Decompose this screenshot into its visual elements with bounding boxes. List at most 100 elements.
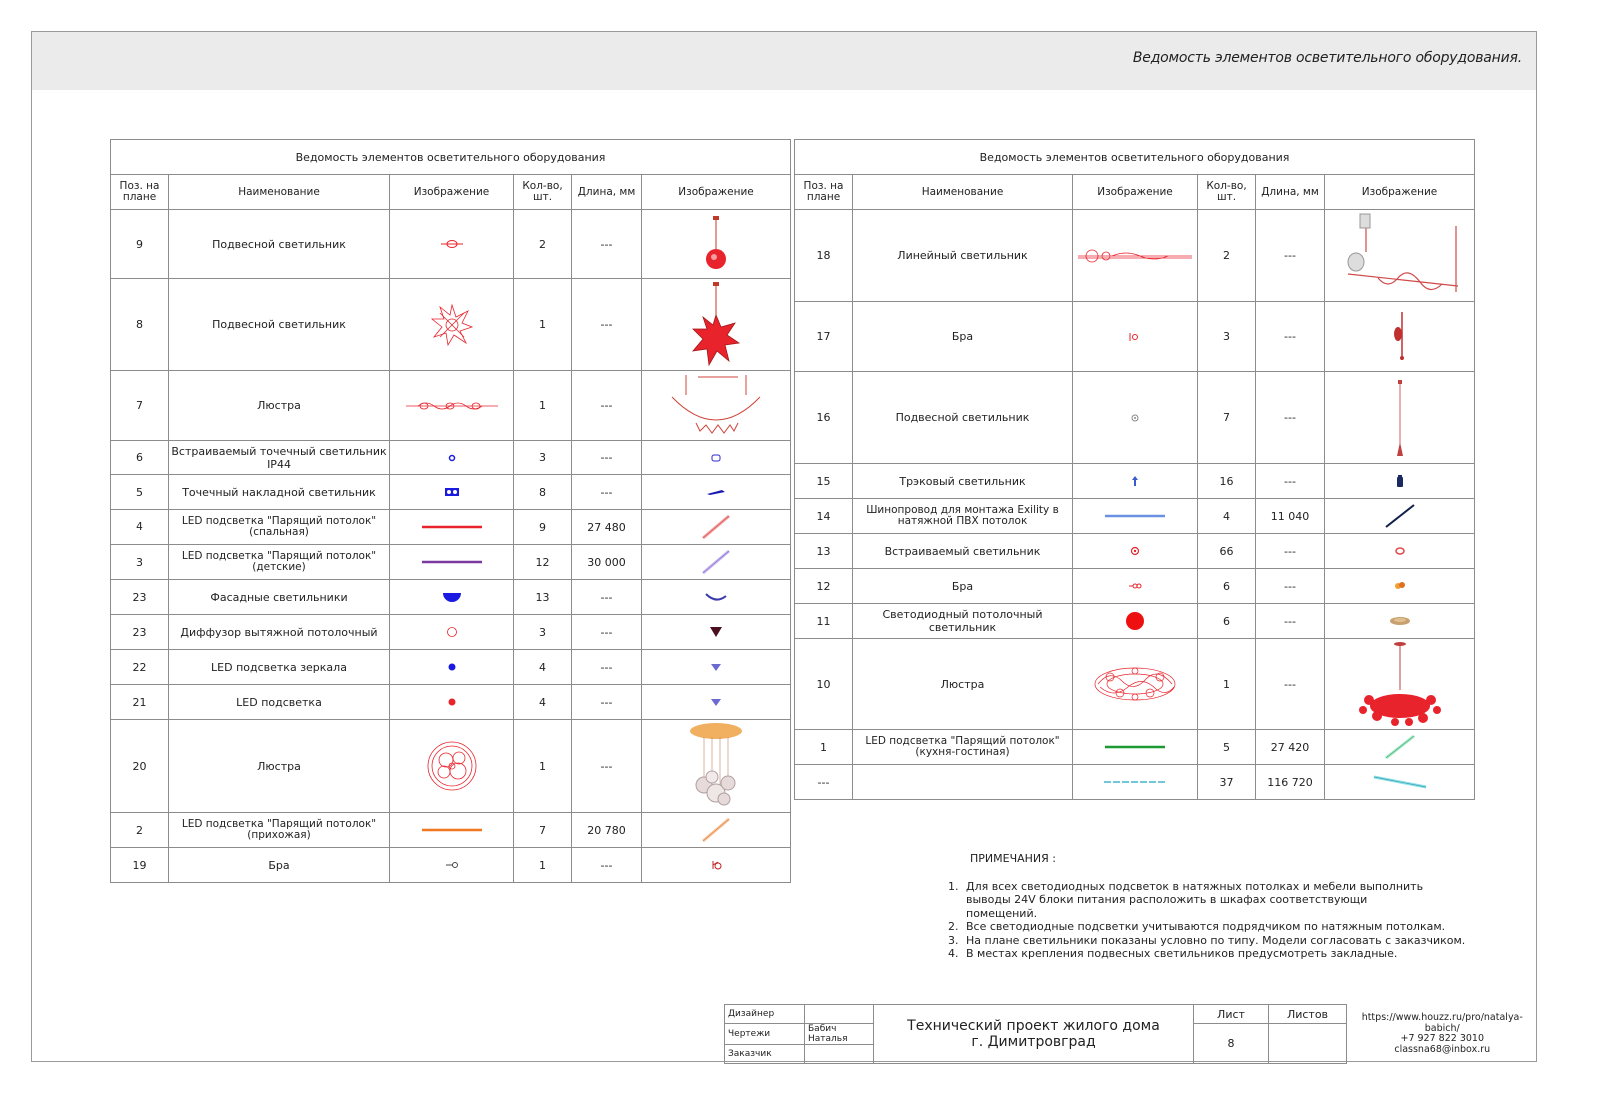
row-pos: 11	[794, 603, 853, 639]
track-light-icon	[1396, 475, 1403, 487]
row-length: ---	[1255, 301, 1325, 372]
table-row: 4 LED подсветка "Парящий потолок" (спаль…	[110, 509, 792, 545]
sconce-double-plan-icon	[1129, 583, 1142, 589]
track-rail-icon	[1384, 504, 1415, 528]
row-pos: 19	[110, 847, 169, 883]
red-line-icon	[421, 525, 482, 529]
table-row: 3 LED подсветка "Парящий потолок" (детск…	[110, 544, 792, 580]
table-row: 17 Бра 3 ---	[794, 301, 1476, 372]
row-pos: 10	[794, 638, 853, 730]
row-pos: 21	[110, 684, 169, 720]
sconce-photo-icon	[712, 861, 722, 870]
row-qty: 1	[513, 370, 572, 441]
row-length: ---	[1255, 209, 1325, 302]
row-length: 11 040	[1255, 498, 1325, 534]
note-item: На плане светильники показаны условно по…	[962, 934, 1465, 948]
row-length: ---	[571, 614, 642, 650]
cyan-dashed-line-icon	[1104, 781, 1166, 783]
big-red-dot-icon	[1126, 612, 1144, 630]
row-pos: 14	[794, 498, 853, 534]
col-image: Изображение	[389, 174, 514, 210]
bubble-chandelier-icon	[690, 723, 743, 806]
row-qty: 8	[513, 474, 572, 510]
notes: ПРИМЕЧАНИЯ : Для всех светодиодных подсв…	[940, 852, 1465, 961]
sconce-plan-icon	[445, 862, 458, 868]
cyan-strip-icon	[1373, 775, 1426, 789]
diffuser-icon	[710, 627, 723, 637]
client-label: Заказчик	[724, 1044, 805, 1064]
row-qty: 7	[1197, 371, 1256, 464]
wall-sconce-photo-icon	[1393, 311, 1404, 360]
row-qty: 2	[513, 209, 572, 279]
red-star-pendant-icon	[692, 281, 741, 366]
row-pos: 22	[110, 649, 169, 685]
table-row: 12 Бра 6 ---	[794, 568, 1476, 604]
table-row-total: --- 37 116 720	[794, 764, 1476, 800]
row-name: Люстра	[168, 719, 390, 813]
row-qty: 16	[1197, 463, 1256, 499]
row-pos: 17	[794, 301, 853, 372]
spot-ip44-icon	[711, 454, 721, 461]
linear-lamp-photo-icon	[1347, 213, 1458, 292]
row-pos: 23	[110, 614, 169, 650]
row-name: Светодиодный потолочный светильник	[852, 603, 1073, 639]
col-pos: Поз. на плане	[794, 174, 853, 210]
row-name: Фасадные светильники	[168, 579, 390, 615]
table-row: 10 Люстра 1 ---	[794, 638, 1476, 730]
row-length: 116 720	[1255, 764, 1325, 800]
table-row: 22 LED подсветка зеркала 4 ---	[110, 649, 792, 685]
row-qty: 13	[513, 579, 572, 615]
row-name: LED подсветка	[168, 684, 390, 720]
mirror-led-icon	[711, 664, 722, 671]
row-qty: 37	[1197, 764, 1256, 800]
row-name: LED подсветка зеркала	[168, 649, 390, 685]
sheet-title: Ведомость элементов осветительного обору…	[1132, 50, 1522, 66]
green-line-icon	[1105, 745, 1165, 749]
row-qty: 4	[513, 649, 572, 685]
row-qty: 2	[1197, 209, 1256, 302]
sheets-label: Листов	[1268, 1004, 1347, 1024]
star-chandelier-plan-icon	[430, 302, 473, 346]
row-length: ---	[571, 847, 642, 883]
row-length: 27 480	[571, 509, 642, 545]
ceiling-disc-icon	[1389, 617, 1410, 625]
col-length: Длина, мм	[1255, 174, 1325, 210]
row-length: ---	[1255, 638, 1325, 730]
row-length: ---	[1255, 603, 1325, 639]
row-length: 27 420	[1255, 729, 1325, 765]
row-name: LED подсветка "Парящий потолок" (кухня-г…	[852, 729, 1073, 765]
recessed-photo-icon	[1394, 547, 1405, 555]
table-row: 15 Трэковый светильник 16 ---	[794, 463, 1476, 499]
project-line1: Технический проект жилого дома	[907, 1018, 1160, 1034]
row-name: Люстра	[852, 638, 1073, 730]
contact-url[interactable]: https://www.houzz.ru/pro/natalya-babich/	[1361, 1012, 1523, 1034]
contact-email[interactable]: classna68@inbox.ru	[1394, 1043, 1491, 1055]
led-icon	[711, 699, 722, 706]
row-name	[852, 764, 1073, 800]
notes-title: ПРИМЕЧАНИЯ :	[970, 852, 1056, 865]
row-length: ---	[571, 649, 642, 685]
col-length: Длина, мм	[571, 174, 642, 210]
row-qty: 4	[1197, 498, 1256, 534]
table-row: 20 Люстра 1 ---	[110, 719, 792, 813]
col-qty: Кол-во, шт.	[513, 174, 572, 210]
row-pos: 9	[110, 209, 169, 279]
row-qty: 1	[513, 719, 572, 813]
row-pos: 7	[110, 370, 169, 441]
hollow-circle-icon	[446, 627, 457, 637]
row-length: ---	[571, 684, 642, 720]
half-circle-icon	[442, 593, 461, 602]
track-plan-icon	[1132, 476, 1138, 486]
blue-line-icon	[1105, 514, 1165, 518]
purple-line-icon	[421, 560, 482, 564]
table-row: 5 Точечный накладной светильник 8 ---	[110, 474, 792, 510]
col-pos: Поз. на плане	[110, 174, 169, 210]
header-band: Ведомость элементов осветительного обору…	[32, 32, 1536, 90]
sconce-red-plan-icon	[1129, 332, 1138, 341]
row-qty: 3	[1197, 301, 1256, 372]
row-length: ---	[571, 370, 642, 441]
title-block: Дизайнер Технический проект жилого дома …	[724, 1004, 1537, 1064]
contact-phone: +7 927 822 3010	[1400, 1033, 1484, 1044]
col-photo: Изображение	[1323, 174, 1476, 210]
rings-chandelier-plan-icon	[427, 741, 476, 791]
